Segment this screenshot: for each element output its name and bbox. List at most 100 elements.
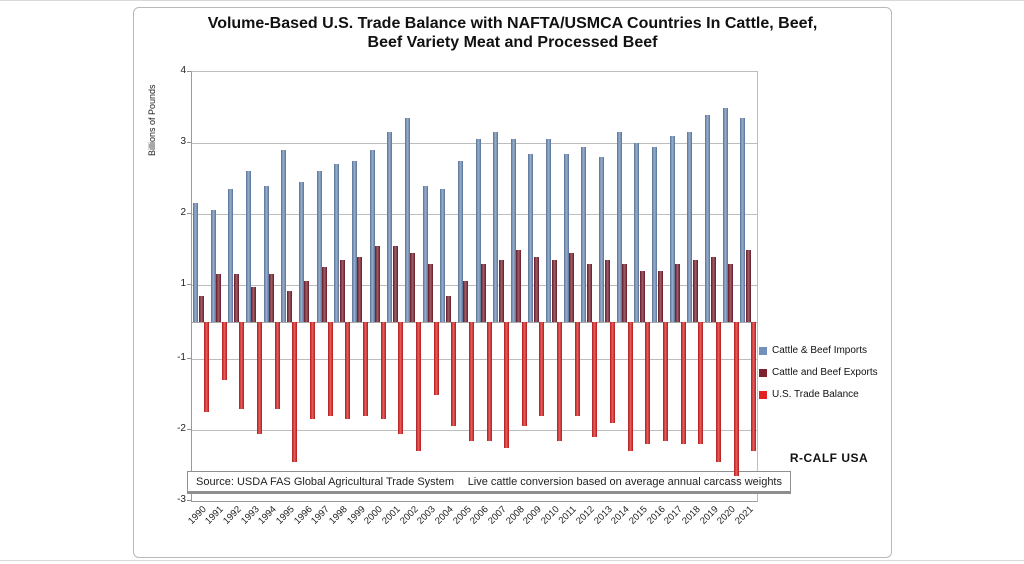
- bar-balance-2016: [663, 322, 669, 441]
- bar-imports-2018: [687, 132, 693, 322]
- bar-exports-1994: [269, 274, 275, 322]
- bar-imports-2005: [457, 160, 463, 322]
- bar-exports-2015: [639, 270, 645, 322]
- bar-balance-2017: [680, 322, 686, 445]
- bar-imports-2017: [669, 135, 675, 322]
- bar-exports-1997: [322, 267, 328, 322]
- gridline--2: [192, 430, 757, 431]
- gridline-3: [192, 143, 757, 144]
- chart-title: Volume-Based U.S. Trade Balance with NAF…: [134, 14, 891, 52]
- bar-imports-1998: [334, 164, 340, 322]
- bar-imports-2007: [493, 132, 499, 322]
- bar-exports-1996: [304, 281, 310, 322]
- bar-exports-2017: [675, 263, 681, 322]
- y-tick-mark: [187, 429, 191, 430]
- bar-balance-2009: [539, 322, 545, 416]
- x-tick-label-2004: 2004: [432, 504, 456, 527]
- zero-baseline: [192, 322, 757, 323]
- source-text: Source: USDA FAS Global Agricultural Tra…: [196, 475, 455, 488]
- y-tick-mark: [187, 71, 191, 72]
- bar-exports-2012: [586, 263, 592, 322]
- bar-balance-1993: [256, 322, 262, 434]
- bar-imports-1990: [193, 203, 198, 322]
- bar-balance-2006: [486, 322, 492, 441]
- x-tick-label-2000: 2000: [362, 504, 386, 527]
- chart-title-line1: Volume-Based U.S. Trade Balance with NAF…: [207, 15, 818, 32]
- bar-imports-1991: [210, 210, 216, 322]
- bar-imports-2011: [563, 153, 569, 322]
- bar-exports-2019: [710, 256, 716, 322]
- rcalf-usa-branding: R-CALF USA: [789, 451, 869, 465]
- legend-item-exports: Cattle and Beef Exports: [759, 367, 878, 378]
- x-tick-label-1995: 1995: [274, 504, 297, 527]
- bar-imports-2021: [740, 118, 746, 322]
- x-tick-label-2007: 2007: [485, 504, 509, 527]
- bar-imports-2003: [422, 185, 428, 322]
- bar-exports-2004: [445, 296, 451, 322]
- y-tick-mark: [187, 142, 191, 143]
- bar-imports-2004: [440, 189, 446, 322]
- y-tick-label-1: 1: [180, 278, 186, 289]
- bar-imports-2014: [616, 132, 622, 322]
- conversion-note-text: Live cattle conversion based on average …: [467, 475, 782, 488]
- bar-exports-2002: [410, 253, 416, 322]
- bar-exports-2001: [392, 245, 398, 322]
- chart-frame: Volume-Based U.S. Trade Balance with NAF…: [133, 7, 892, 558]
- bar-imports-1992: [228, 189, 234, 322]
- bar-balance-2000: [380, 322, 386, 420]
- bar-exports-2000: [375, 245, 381, 322]
- x-tick-label-2021: 2021: [733, 504, 756, 527]
- bar-exports-2018: [692, 260, 698, 322]
- bar-imports-2001: [387, 132, 393, 322]
- y-tick-mark: [187, 284, 191, 285]
- bar-balance-1991: [221, 322, 227, 381]
- x-tick-label-2015: 2015: [627, 504, 650, 527]
- bar-balance-2007: [504, 322, 510, 448]
- bar-exports-2010: [551, 260, 557, 322]
- y-tick-mark: [187, 500, 191, 501]
- bar-exports-1998: [339, 260, 345, 322]
- legend-label-balance: U.S. Trade Balance: [772, 389, 859, 400]
- bar-exports-1999: [357, 256, 363, 322]
- bar-imports-2020: [722, 107, 728, 322]
- bar-balance-2005: [468, 322, 474, 441]
- gridline--1: [192, 359, 757, 360]
- bar-imports-2000: [369, 150, 375, 322]
- gridline-2: [192, 214, 757, 215]
- bar-balance-1998: [345, 322, 351, 420]
- bar-balance-2013: [610, 322, 616, 423]
- bar-exports-1991: [216, 274, 222, 322]
- y-axis-title: Billions of Pounds: [147, 84, 157, 156]
- bar-balance-1990: [204, 322, 209, 413]
- bar-balance-2021: [751, 322, 757, 452]
- x-tick-label-2001: 2001: [379, 504, 403, 527]
- bar-balance-1996: [309, 322, 315, 420]
- bar-exports-2020: [728, 263, 734, 322]
- bar-imports-2008: [510, 139, 516, 322]
- bar-exports-1990: [198, 296, 204, 322]
- bar-balance-1992: [239, 322, 245, 409]
- bar-balance-2008: [521, 322, 527, 427]
- bar-exports-2016: [657, 270, 663, 322]
- bar-exports-2009: [533, 256, 539, 322]
- bar-imports-1999: [351, 160, 357, 322]
- legend-item-imports: Cattle & Beef Imports: [759, 345, 867, 356]
- maroon-square-icon: [759, 368, 767, 377]
- bar-imports-1994: [263, 185, 269, 322]
- x-tick-label-2003: 2003: [415, 504, 439, 527]
- bar-balance-2001: [398, 322, 404, 434]
- bar-imports-2009: [528, 153, 534, 322]
- chart-title-line2: Beef Variety Meat and Processed Beef: [367, 34, 658, 51]
- bar-balance-1999: [362, 322, 368, 416]
- y-tick-mark: [187, 358, 191, 359]
- gridline-1: [192, 285, 757, 286]
- page-bottom-edge: [0, 560, 1024, 561]
- bar-exports-2006: [481, 263, 486, 322]
- bar-balance-2019: [716, 322, 722, 462]
- bar-balance-2002: [415, 322, 421, 452]
- bar-exports-1992: [233, 274, 239, 322]
- bar-exports-2007: [498, 260, 504, 322]
- bar-exports-2014: [622, 263, 628, 322]
- bar-imports-2019: [705, 114, 711, 322]
